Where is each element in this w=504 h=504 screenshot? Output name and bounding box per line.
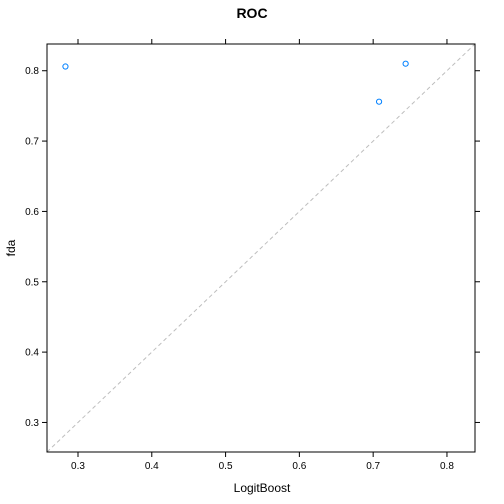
plot-frame: [46, 43, 476, 453]
x-tick-label: 0.8: [440, 461, 454, 472]
x-tick-label: 0.6: [292, 461, 306, 472]
y-tick-label: 0.4: [25, 348, 39, 359]
data-point-3: [402, 60, 409, 67]
x-axis-label: LogitBoost: [234, 481, 291, 495]
y-tick-label: 0.5: [25, 277, 39, 288]
x-tick-label: 0.3: [71, 461, 85, 472]
y-tick-label: 0.8: [25, 66, 39, 77]
data-points-layer: [62, 60, 409, 105]
y-tick-label: 0.6: [25, 207, 39, 218]
x-tick-label: 0.5: [219, 461, 233, 472]
y-axis-label: fda: [4, 239, 18, 256]
chart-title: ROC: [236, 5, 267, 21]
y-tick-label: 0.3: [25, 418, 39, 429]
reference-line-layer: [46, 43, 476, 453]
data-point-1: [62, 63, 69, 70]
axis-ticks-layer: 0.3 0.4 0.5 0.6 0.7 0.8 0.3 0.4 0.5 0.6 0.7 0.8: [25, 39, 480, 472]
y-tick-label: 0.7: [25, 137, 39, 148]
identity-reference-line: [46, 43, 476, 453]
data-point-2: [375, 98, 383, 105]
x-tick-label: 0.4: [145, 461, 159, 472]
x-tick-label: 0.7: [366, 461, 380, 472]
